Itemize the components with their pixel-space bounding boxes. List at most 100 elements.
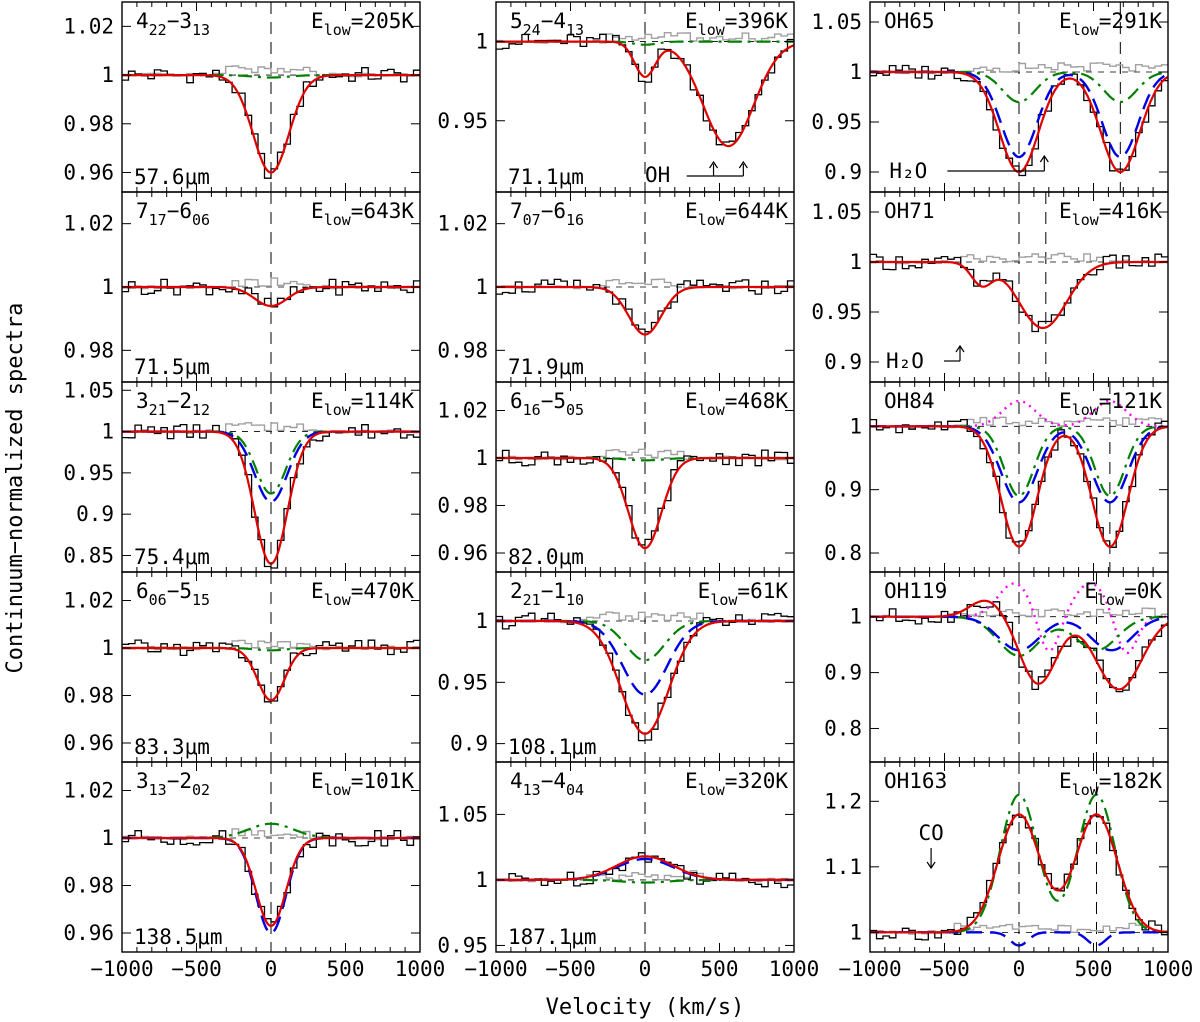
plot-area — [122, 762, 420, 952]
y-tick-label: 0.95 — [437, 109, 488, 133]
y-tick-label: 1.2 — [824, 789, 862, 813]
transition-label: 321−212 — [136, 389, 210, 419]
arrow-head-icon — [1039, 154, 1049, 163]
y-tick-label: 0.9 — [450, 732, 488, 756]
elow-label: Elow=114K — [311, 389, 414, 419]
total-model-curve — [122, 836, 420, 928]
annotation: H₂O — [889, 154, 1049, 183]
plot-area — [122, 572, 420, 762]
total-model-curve — [496, 855, 794, 881]
y-tick-label: 1.02 — [63, 14, 114, 38]
y-tick-label: 0.98 — [63, 684, 114, 708]
x-axis-title: Velocity (km/s) — [546, 995, 745, 1020]
y-tick-label: 1 — [849, 414, 862, 438]
x-tick-label: −500 — [545, 957, 596, 981]
plot-area — [870, 382, 1168, 572]
y-tick-label: 1 — [849, 60, 862, 84]
y-tick-label: 1 — [101, 826, 114, 850]
elow-label: Elow=61K — [698, 579, 789, 609]
transition-label: OH163 — [884, 769, 947, 793]
total-model-curve — [496, 285, 794, 336]
elow-label: Elow=0K — [1084, 579, 1162, 609]
y-tick-label: 0.9 — [824, 160, 862, 184]
y-tick-label: 1 — [475, 868, 488, 892]
arrow-head-icon — [955, 344, 965, 353]
y-tick-label: 1 — [475, 30, 488, 54]
panel-10: 0.96 0.98 1 1.02 606−515 Elow=470K 83.3μm — [63, 571, 421, 763]
wavelength-label: 82.0μm — [508, 545, 584, 569]
y-tick-label: 0.96 — [63, 161, 114, 185]
wavelength-label: 71.5μm — [134, 355, 210, 379]
panel-13: 0.96 0.98 1 1.02 −1000 −500 0 500 1000 313−202 Elo… — [63, 761, 445, 981]
total-model-curve — [496, 619, 794, 735]
x-tick-label: 1000 — [1143, 957, 1194, 981]
y-tick-label: 0.95 — [811, 110, 862, 134]
wavelength-label: 138.5μm — [134, 925, 223, 949]
y-tick-label: 0.9 — [824, 661, 862, 685]
transition-label: OH71 — [884, 199, 935, 223]
y-tick-label: 1.05 — [63, 378, 114, 402]
y-tick-label: 0.95 — [437, 670, 488, 694]
y-tick-label: 0.8 — [824, 716, 862, 740]
elow-label: Elow=644K — [685, 199, 788, 229]
y-tick-label: 0.98 — [437, 338, 488, 362]
panel-4: 0.98 1 1.02 717−606 Elow=643K 71.5μm — [63, 191, 421, 383]
elow-label: Elow=396K — [685, 9, 788, 39]
panel-grid: 0.96 0.98 1 1.02 422−313 Elow=205K 57.6μm 0.95 1… — [63, 1, 1194, 981]
panel-11: 0.9 0.95 1 221−110 Elow=61K 108.1μm — [437, 571, 795, 763]
y-tick-label: 1.1 — [824, 855, 862, 879]
plot-area — [122, 2, 420, 192]
wavelength-label: 57.6μm — [134, 165, 210, 189]
y-tick-label: 1.02 — [437, 212, 488, 236]
y-tick-label: 1 — [849, 250, 862, 274]
panel-9: 0.8 0.9 1 OH84 Elow=121K — [824, 381, 1169, 573]
panel-3: 0.9 0.95 1 1.05 OH65 Elow=291K H₂O — [811, 1, 1169, 193]
observed-spectrum — [496, 852, 794, 889]
transition-label: 221−110 — [510, 579, 584, 609]
x-tick-label: 0 — [1013, 957, 1026, 981]
transition-label: OH84 — [884, 389, 935, 413]
elow-label: Elow=182K — [1059, 769, 1162, 799]
panel-15: 1 1.1 1.2 −1000 −500 0 500 1000 OH163 Elow=182K CO — [824, 761, 1194, 981]
wavelength-label: 108.1μm — [508, 735, 597, 759]
x-tick-label: −500 — [171, 957, 222, 981]
panel-12: 0.8 0.9 1 OH119 Elow=0K — [824, 571, 1169, 763]
arrow-head-icon — [926, 861, 936, 870]
y-tick-label: 0.98 — [63, 874, 114, 898]
elow-label: Elow=205K — [311, 9, 414, 39]
elow-label: Elow=101K — [311, 769, 414, 799]
x-tick-label: 0 — [265, 957, 278, 981]
panel-8: 0.96 0.98 1 1.02 616−505 Elow=468K 82.0μm — [437, 381, 795, 573]
wavelength-label: 71.9μm — [508, 355, 584, 379]
wavelength-label: 187.1μm — [508, 925, 597, 949]
elow-label: Elow=320K — [685, 769, 788, 799]
y-tick-label: 1 — [849, 920, 862, 944]
transition-label: 707−616 — [510, 199, 584, 229]
elow-label: Elow=643K — [311, 199, 414, 229]
transition-label: OH65 — [884, 9, 935, 33]
x-tick-label: 500 — [327, 957, 365, 981]
annotation: H₂O — [886, 344, 965, 373]
plot-area — [496, 2, 794, 192]
transition-label: 313−202 — [136, 769, 210, 799]
wavelength-label: 75.4μm — [134, 545, 210, 569]
y-tick-label: 1.02 — [63, 212, 114, 236]
transition-label: 422−313 — [136, 9, 210, 39]
arrow-head-icon — [709, 160, 719, 169]
x-tick-label: −1000 — [838, 957, 901, 981]
arrow-head-icon — [738, 160, 748, 169]
y-tick-label: 1 — [475, 446, 488, 470]
transition-label: 413−404 — [510, 769, 584, 799]
plot-area — [122, 192, 420, 382]
observed-spectrum — [870, 814, 1168, 941]
observed-spectrum — [870, 601, 1168, 693]
observed-spectrum — [496, 612, 794, 742]
y-tick-label: 0.95 — [811, 300, 862, 324]
y-tick-label: 0.95 — [437, 933, 488, 957]
annotation-label: H₂O — [886, 349, 924, 373]
y-tick-label: 1 — [849, 605, 862, 629]
y-tick-label: 1.02 — [437, 399, 488, 423]
plot-area — [870, 572, 1168, 762]
y-tick-label: 0.85 — [63, 543, 114, 567]
